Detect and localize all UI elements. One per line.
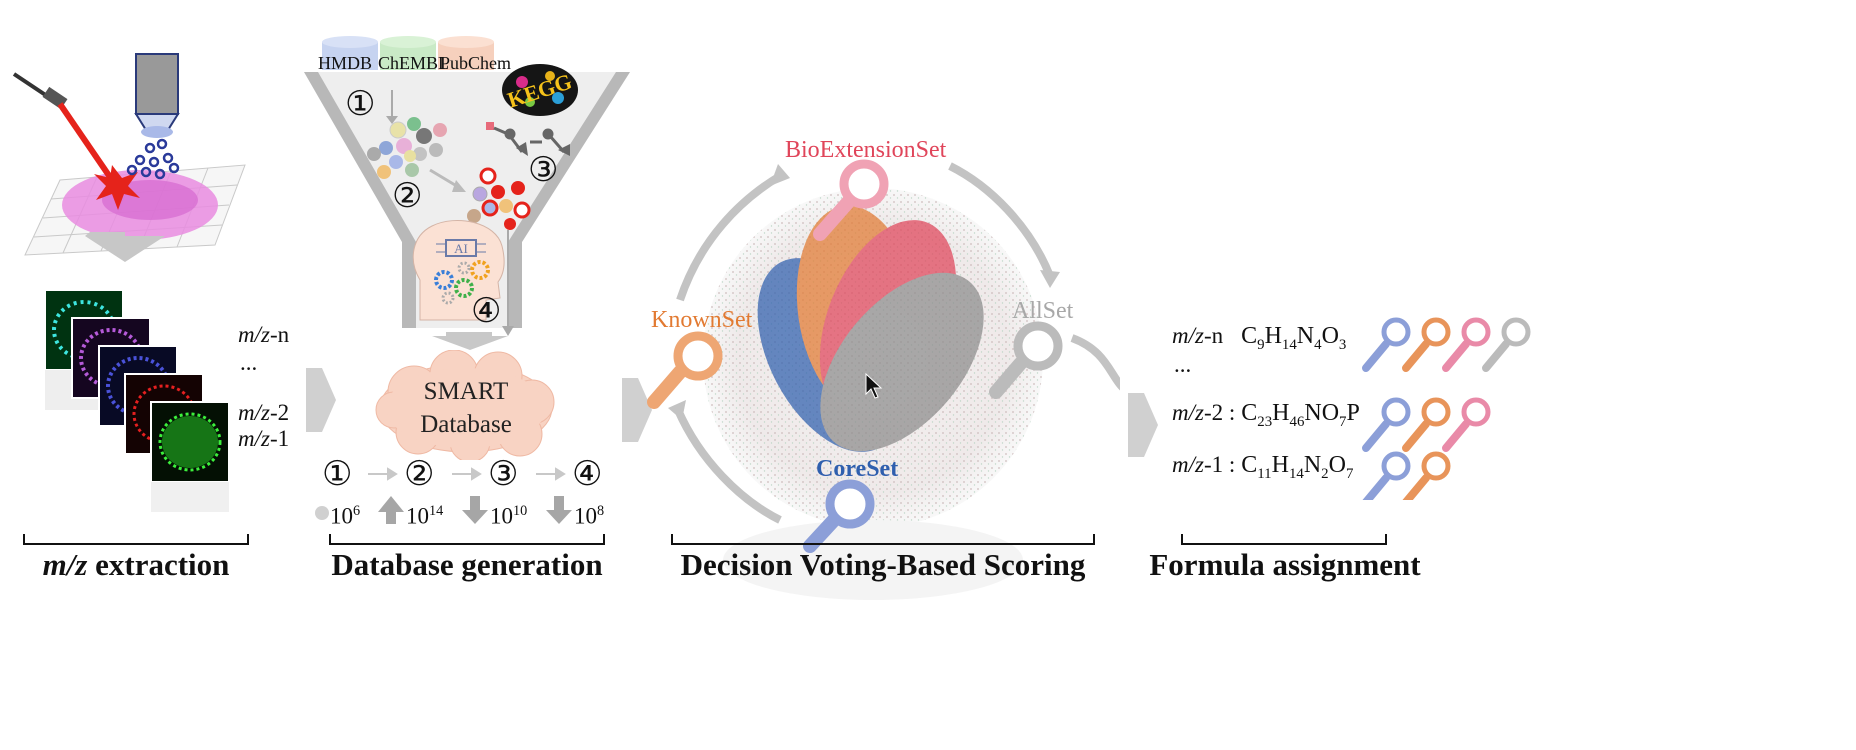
stage-label-extraction: m/z extraction xyxy=(42,547,230,582)
formula-bracket xyxy=(1181,534,1387,545)
vote-magnifiers xyxy=(1362,317,1531,500)
laser-icon xyxy=(12,72,140,210)
flow-arrows xyxy=(368,467,566,481)
size-start-dot xyxy=(315,506,329,520)
venn-all xyxy=(820,272,984,452)
funnel-step-2: ② xyxy=(392,178,423,215)
kegg-logo: KEGG xyxy=(502,64,578,116)
database-cylinders xyxy=(322,36,494,70)
cloud-line-1: SMART xyxy=(423,378,509,405)
flow-step-2: ② xyxy=(404,456,435,493)
set-label-bio: BioExtensionSet xyxy=(785,137,947,163)
vote-magnifier-blue-icon xyxy=(1362,451,1411,500)
down-arrow-icon xyxy=(85,232,165,262)
mz-label-2: m/z-2 xyxy=(238,400,290,425)
funnel-step-3: ③ xyxy=(528,152,559,189)
mz-label-n: m/z-n xyxy=(238,322,290,347)
set-label-all: AllSet xyxy=(1012,298,1074,324)
metabolite-cluster-2 xyxy=(467,167,531,230)
vote-magnifier-orange-icon xyxy=(1402,317,1451,372)
vote-magnifier-orange-icon xyxy=(1402,451,1451,500)
size-1: 106 xyxy=(330,503,361,529)
core-magnifier-icon xyxy=(803,479,875,553)
known-magnifier-icon xyxy=(647,331,723,409)
stage-arrow-3 xyxy=(1128,393,1158,457)
database-bracket xyxy=(329,534,605,545)
extraction-bracket xyxy=(23,534,249,545)
cycle-arrows xyxy=(674,162,1054,524)
funnel-step-4: ④ xyxy=(471,293,502,330)
flow-step-1: ① xyxy=(322,456,353,493)
assignment-row-2: m/z-2 : C23H46NO7P xyxy=(1172,400,1360,430)
flow-step-3: ③ xyxy=(488,456,519,493)
assignment-row-ellipsis: ... xyxy=(1174,352,1192,377)
funnel-step-1: ① xyxy=(345,86,376,123)
cloud-line-2: Database xyxy=(420,410,512,438)
vote-magnifier-orange-icon xyxy=(1402,397,1451,452)
up-trend-arrow xyxy=(378,496,404,524)
scoring-bracket xyxy=(671,534,1095,545)
mz-label-ellipsis: ... xyxy=(240,350,258,375)
set-label-known: KnownSet xyxy=(651,307,753,333)
assignment-row-1: m/z-1 : C11H14N2O7 xyxy=(1172,452,1354,482)
set-label-core: CoreSet xyxy=(816,456,899,482)
down-trend-arrow-2 xyxy=(546,496,572,524)
nozzle-icon xyxy=(126,53,180,180)
funnel-down-arrow xyxy=(432,332,508,350)
vote-magnifier-pink-icon xyxy=(1442,397,1491,452)
stage-label-formula: Formula assignment xyxy=(1149,547,1421,582)
down-trend-arrow-1 xyxy=(462,496,488,524)
stage-label-database: Database generation xyxy=(331,547,603,582)
stage-arrow-1 xyxy=(306,368,336,432)
flow-step-4: ④ xyxy=(572,456,603,493)
assignment-row-n: m/z-n C9H14N4O3 xyxy=(1172,323,1347,353)
mz-label-1: m/z-1 xyxy=(238,426,290,451)
vote-magnifier-blue-icon xyxy=(1362,317,1411,372)
funnel-illustration: KEGG xyxy=(304,36,630,336)
ai-head-icon: AI xyxy=(412,219,505,321)
ai-label: AI xyxy=(454,241,468,256)
vote-magnifier-blue-icon xyxy=(1362,397,1411,452)
size-3: 1010 xyxy=(490,503,528,529)
vote-magnifier-pink-icon xyxy=(1442,317,1491,372)
cloud-title: SMART Database xyxy=(374,376,558,441)
stage-arrow-2 xyxy=(622,378,652,442)
size-2: 1014 xyxy=(406,503,444,529)
all-magnifier-icon xyxy=(989,321,1063,399)
ion-image-stack xyxy=(44,289,230,512)
venn-sets xyxy=(757,205,984,452)
pathway-icon xyxy=(486,122,570,156)
db-label-pubchem: PubChem xyxy=(440,53,512,73)
size-4: 108 xyxy=(574,503,605,529)
metabolite-cluster-1 xyxy=(367,117,447,179)
size-trend-icons xyxy=(315,496,572,524)
maldi-illustration xyxy=(12,53,246,512)
bio-magnifier-icon xyxy=(813,159,889,241)
stage-label-scoring: Decision Voting-Based Scoring xyxy=(680,547,1086,582)
db-label-chembl: ChEMBL xyxy=(378,53,450,73)
vote-magnifier-gray-icon xyxy=(1482,317,1531,372)
db-label-hmdb: HMDB xyxy=(318,53,373,73)
voting-diagram xyxy=(647,159,1120,600)
smart-database-cloud xyxy=(375,350,555,460)
cursor-icon xyxy=(865,372,883,399)
